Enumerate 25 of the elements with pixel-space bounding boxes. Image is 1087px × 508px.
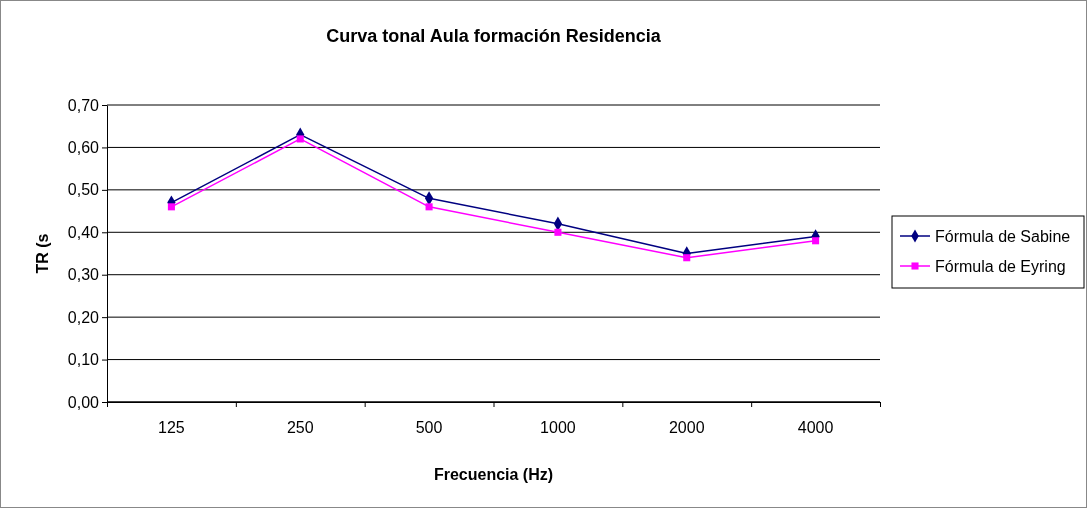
point bbox=[296, 135, 304, 143]
x-tick-label: 125 bbox=[158, 419, 185, 436]
point bbox=[167, 203, 175, 211]
y-tick-label: 0,10 bbox=[67, 351, 100, 369]
point bbox=[683, 254, 691, 262]
y-tick-label: 0,20 bbox=[67, 308, 100, 326]
chart-title: Curva tonal Aula formación Residencia bbox=[326, 26, 662, 46]
x-tick-label: 1000 bbox=[540, 419, 576, 436]
y-tick-label: 0,70 bbox=[67, 96, 100, 114]
x-tick-label: 500 bbox=[415, 419, 443, 436]
x-tick-label: 250 bbox=[286, 419, 314, 436]
x-axis-title: Frecuencia (Hz) bbox=[433, 466, 554, 483]
y-axis-title: TR (s bbox=[34, 233, 51, 274]
legend-label: Fórmula de Sabine bbox=[935, 228, 1071, 245]
legend-label: Fórmula de Eyring bbox=[935, 258, 1066, 275]
y-tick-label: 0,50 bbox=[67, 181, 100, 199]
point bbox=[425, 203, 433, 211]
y-tick-label: 0,40 bbox=[67, 223, 100, 241]
y-tick-label: 0,00 bbox=[67, 393, 100, 411]
point bbox=[812, 237, 820, 245]
y-tick-label: 0,30 bbox=[67, 266, 100, 284]
point bbox=[554, 228, 562, 236]
x-tick-label: 4000 bbox=[797, 419, 834, 436]
y-tick-label: 0,60 bbox=[67, 139, 100, 157]
x-tick-label: 2000 bbox=[668, 419, 705, 436]
